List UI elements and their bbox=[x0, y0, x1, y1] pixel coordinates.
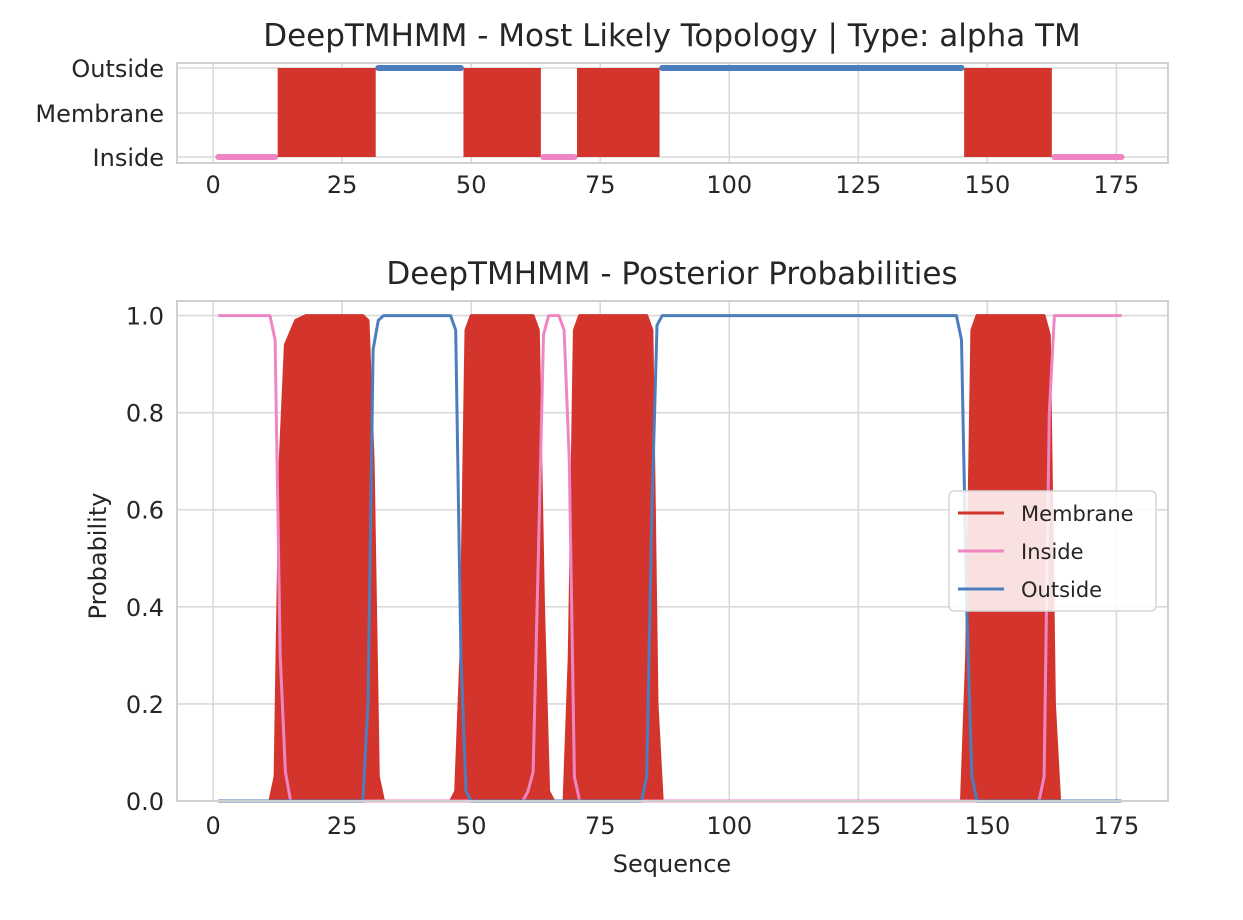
topology-x-tick-label: 50 bbox=[456, 171, 487, 199]
posterior-title: DeepTMHMM - Posterior Probabilities bbox=[386, 256, 957, 292]
posterior-x-ticks: 0 25 50 75 100 125 150 175 bbox=[205, 812, 1139, 840]
posterior-series bbox=[218, 314, 1122, 803]
posterior-x-tick-label: 175 bbox=[1093, 812, 1139, 840]
legend-label-inside: Inside bbox=[1021, 540, 1084, 564]
posterior-y-tick-label: 0.4 bbox=[126, 594, 164, 622]
posterior-y-tick-label: 0.6 bbox=[126, 497, 164, 525]
posterior-y-tick-label: 0.2 bbox=[126, 691, 164, 719]
posterior-x-tick-label: 0 bbox=[205, 812, 220, 840]
topology-segment-membrane bbox=[277, 68, 376, 157]
posterior-x-tick-label: 100 bbox=[706, 812, 752, 840]
topology-x-tick-label: 100 bbox=[706, 171, 752, 199]
series-membrane-area bbox=[218, 315, 1122, 801]
topology-segment-membrane bbox=[577, 68, 660, 157]
topology-x-tick-label: 125 bbox=[835, 171, 881, 199]
posterior-x-tick-label: 150 bbox=[964, 812, 1010, 840]
topology-x-tick-label: 75 bbox=[585, 171, 616, 199]
topology-plot-frame bbox=[176, 62, 1169, 164]
topology-x-tick-label: 175 bbox=[1093, 171, 1139, 199]
legend-label-membrane: Membrane bbox=[1021, 502, 1134, 526]
posterior-y-tick-label: 0.8 bbox=[126, 400, 164, 428]
topology-x-tick-label: 150 bbox=[964, 171, 1010, 199]
topology-y-tick-label: Outside bbox=[71, 55, 164, 83]
posterior-y-tick-label: 1.0 bbox=[126, 303, 164, 331]
y-axis-label: Probability bbox=[84, 493, 112, 620]
topology-y-tick-label: Membrane bbox=[35, 100, 164, 128]
topology-segment-membrane bbox=[463, 68, 541, 157]
posterior-x-tick-label: 25 bbox=[327, 812, 358, 840]
topology-x-ticks: 0 25 50 75 100 125 150 175 bbox=[205, 171, 1139, 199]
topology-panel: DeepTMHMM - Most Likely Topology | Type:… bbox=[35, 18, 1169, 199]
posterior-y-ticks: 0.0 0.2 0.4 0.6 0.8 1.0 bbox=[126, 303, 164, 816]
legend: Membrane Inside Outside bbox=[948, 490, 1157, 612]
posterior-x-tick-label: 125 bbox=[835, 812, 881, 840]
topology-title: DeepTMHMM - Most Likely Topology | Type:… bbox=[263, 18, 1081, 54]
x-axis-label: Sequence bbox=[613, 850, 731, 878]
topology-x-tick-label: 0 bbox=[205, 171, 220, 199]
posterior-panel: DeepTMHMM - Posterior Probabilities 0.00… bbox=[84, 256, 1169, 878]
topology-y-ticks: Outside Membrane Inside bbox=[35, 55, 164, 172]
series-inside-line bbox=[218, 314, 1122, 803]
topology-x-tick-label: 25 bbox=[327, 171, 358, 199]
posterior-plot-frame bbox=[176, 300, 1169, 802]
legend-label-outside: Outside bbox=[1021, 578, 1102, 602]
posterior-x-tick-label: 50 bbox=[456, 812, 487, 840]
posterior-y-tick-label: 0.0 bbox=[126, 788, 164, 816]
series-membrane-line bbox=[218, 314, 1122, 803]
topology-segments bbox=[215, 65, 1125, 160]
posterior-x-tick-label: 75 bbox=[585, 812, 616, 840]
topology-segment-membrane bbox=[964, 68, 1052, 157]
legend-box bbox=[948, 490, 1157, 612]
topology-y-tick-label: Inside bbox=[93, 144, 164, 172]
